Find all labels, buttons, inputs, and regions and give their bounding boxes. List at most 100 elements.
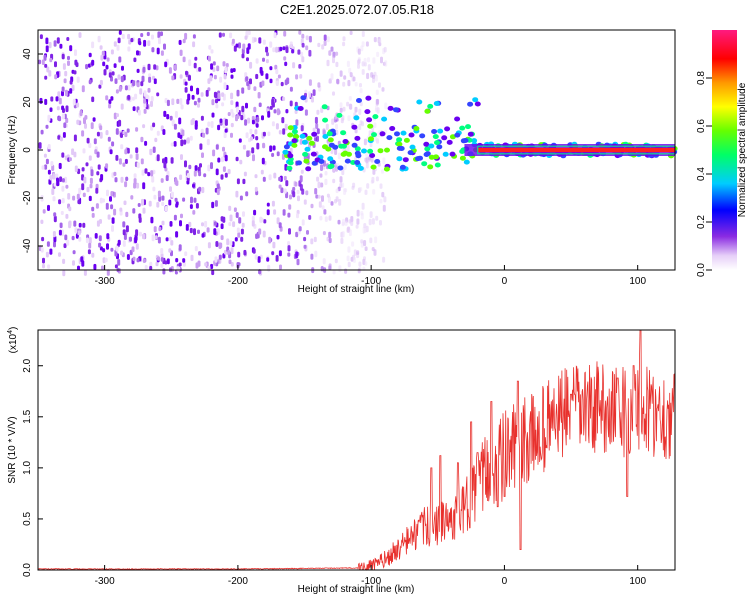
heatmap-cell [229, 214, 233, 222]
heatmap-cell [253, 86, 257, 91]
heatmap-cell [160, 50, 164, 56]
heatmap-cell [38, 142, 42, 149]
heatmap-cell [124, 158, 128, 164]
heatmap-cell [162, 129, 166, 135]
heatmap-cell [166, 114, 170, 120]
heatmap-cell [224, 67, 228, 74]
heatmap-cell [192, 183, 195, 188]
heatmap-cell [189, 204, 193, 209]
heatmap-cell [360, 211, 364, 216]
heatmap-cell [207, 78, 211, 84]
heatmap-cell [218, 242, 222, 249]
heatmap-cell [129, 154, 133, 159]
heatmap-cell [64, 70, 68, 77]
heatmap-signal-blob [437, 128, 444, 134]
heatmap-cell [175, 231, 179, 238]
heatmap-cell [56, 37, 60, 44]
heatmap-signal-blob [459, 155, 466, 161]
heatmap-signal-blob [433, 101, 440, 106]
heatmap-signal-blob [286, 165, 293, 171]
colorbar-label: Normalized spectral amplitude [737, 82, 748, 217]
x-tick-label: -200 [228, 276, 248, 287]
heatmap-cell [299, 184, 303, 191]
heatmap-cell [65, 213, 69, 219]
heatmap-cell [65, 117, 69, 124]
heatmap-cell [319, 173, 323, 178]
heatmap-cell [142, 233, 145, 240]
heatmap-cell [303, 236, 307, 242]
heatmap-cell [330, 46, 334, 52]
heatmap-cell [206, 227, 210, 233]
heatmap-cell [165, 237, 169, 242]
heatmap-cell [242, 144, 246, 150]
heatmap-cell [332, 269, 336, 275]
heatmap-cell [47, 144, 51, 150]
heatmap-cell [118, 158, 122, 165]
heatmap-cell [245, 132, 249, 139]
heatmap-cell [363, 57, 367, 64]
heatmap-cell [337, 219, 341, 225]
heatmap-cell [211, 112, 215, 118]
heatmap-cell [73, 70, 77, 75]
heatmap-cell [191, 94, 195, 100]
heatmap-cell [381, 87, 385, 92]
heatmap-cell [142, 66, 146, 73]
heatmap-cell [308, 91, 311, 98]
heatmap-signal-blob [471, 138, 478, 144]
heatmap-cell [283, 30, 287, 37]
heatmap-cell [235, 156, 239, 162]
heatmap-cell [158, 37, 161, 45]
heatmap-cell [124, 181, 128, 188]
heatmap-cell [278, 130, 282, 135]
heatmap-cell [174, 64, 177, 71]
heatmap-cell [239, 159, 243, 165]
heatmap-signal-blob [427, 164, 434, 170]
heatmap-cell [89, 183, 93, 189]
heatmap-signal-blob [287, 160, 294, 166]
heatmap-cell [118, 119, 122, 127]
heatmap-cell [130, 37, 134, 43]
heatmap-cell [366, 183, 370, 189]
heatmap-cell [198, 186, 202, 192]
heatmap-cell [45, 251, 49, 258]
y-tick-label: 1.5 [22, 409, 33, 423]
heatmap-cell [207, 87, 211, 92]
snr-y-ticks: 0.0 0.5 1.0 1.5 2.0 [22, 358, 43, 577]
heatmap-cell [111, 141, 115, 147]
heatmap-cell [219, 118, 223, 123]
heatmap-cell [281, 117, 285, 124]
heatmap-cell [224, 118, 228, 126]
heatmap-cell [179, 98, 183, 105]
heatmap-signal-blob [291, 138, 298, 144]
heatmap-cell [115, 128, 119, 135]
heatmap-signal-blob [328, 142, 335, 148]
heatmap-cell [289, 86, 293, 92]
heatmap-cell [81, 260, 85, 267]
heatmap-cell [215, 241, 219, 247]
heatmap-cell [212, 67, 216, 72]
heatmap-cell [227, 168, 231, 175]
heatmap-cell [223, 74, 227, 80]
heatmap-cell [148, 76, 152, 83]
heatmap-cell [275, 255, 279, 262]
heatmap-cell [115, 89, 119, 94]
heatmap-cell [76, 119, 80, 125]
heatmap-cell [160, 263, 164, 268]
heatmap-cell [297, 195, 300, 202]
heatmap-cell [235, 115, 238, 122]
heatmap-cell [39, 97, 43, 104]
heatmap-cell [240, 236, 244, 242]
heatmap-cell [282, 209, 286, 216]
heatmap-cell [44, 164, 48, 170]
heatmap-signal-blob [423, 141, 430, 147]
heatmap-cell [351, 241, 355, 247]
heatmap-cell [59, 176, 63, 182]
heatmap-signal-blob [387, 105, 394, 111]
heatmap-cell [151, 175, 155, 183]
heatmap-cell [170, 157, 174, 164]
heatmap-cell [353, 249, 357, 256]
heatmap-cell [58, 252, 61, 257]
heatmap-cell [182, 56, 186, 63]
heatmap-cell [196, 87, 200, 95]
x-tick-label: -300 [95, 276, 115, 287]
